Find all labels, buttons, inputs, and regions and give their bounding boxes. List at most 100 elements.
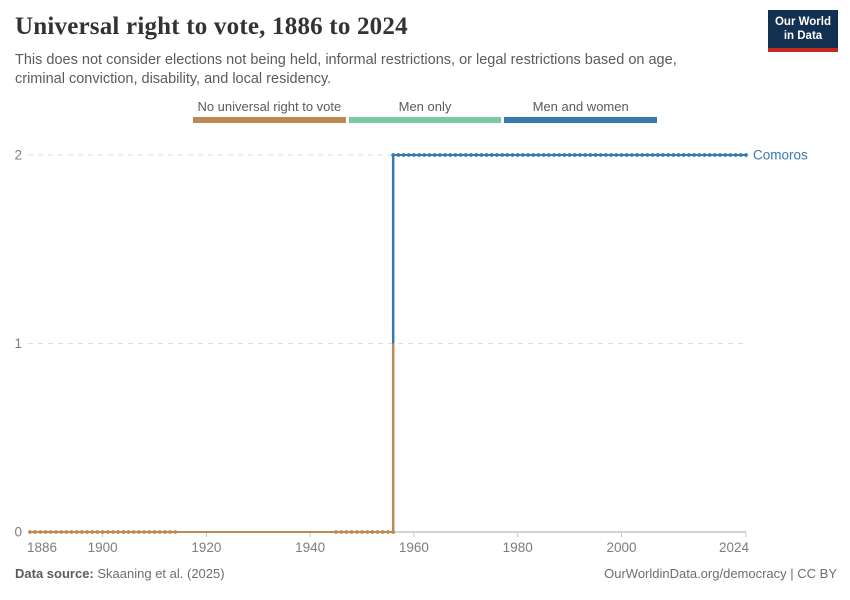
data-point	[531, 153, 536, 157]
data-point	[583, 153, 588, 157]
data-point	[671, 153, 676, 157]
data-point	[489, 153, 494, 157]
data-point	[624, 153, 629, 157]
data-point	[126, 530, 131, 534]
data-point	[349, 530, 354, 534]
data-point	[111, 530, 115, 534]
data-point	[557, 153, 562, 157]
legend-item-label: Men only	[398, 99, 452, 114]
data-point	[142, 530, 147, 534]
data-point	[380, 530, 385, 534]
data-point	[137, 530, 141, 534]
data-point	[59, 530, 64, 534]
data-point	[463, 153, 468, 157]
data-point	[604, 153, 608, 157]
data-point	[515, 153, 520, 157]
data-point	[552, 153, 556, 157]
x-tick-label: 1900	[88, 540, 118, 555]
data-point	[412, 153, 416, 157]
owid-logo-line2: in Data	[783, 30, 823, 43]
legend-item-label: No universal right to vote	[197, 99, 342, 114]
data-point	[386, 530, 390, 534]
data-point	[48, 530, 53, 534]
data-point	[629, 153, 634, 157]
data-point	[152, 530, 157, 534]
data-point	[432, 153, 437, 157]
data-source-label: Data source:	[15, 566, 94, 581]
data-point	[666, 153, 671, 157]
data-source-value: Skaaning et al. (2025)	[97, 566, 225, 581]
data-point	[391, 530, 396, 534]
data-point	[546, 153, 551, 157]
data-point	[157, 530, 162, 534]
data-point	[69, 530, 74, 534]
data-point	[360, 530, 364, 534]
data-point	[697, 153, 702, 157]
legend-item-label: Men and women	[532, 99, 629, 114]
data-point	[422, 153, 427, 157]
data-point	[43, 530, 48, 534]
legend-item-men-and-women: Men and women	[504, 99, 658, 123]
data-point	[28, 530, 32, 534]
footer-license-link[interactable]: OurWorldinData.org/democracy | CC BY	[604, 566, 837, 581]
data-point	[510, 153, 515, 157]
x-tick-label: 2000	[606, 540, 636, 555]
data-point	[635, 153, 639, 157]
x-tick-label: 1960	[399, 540, 429, 555]
data-point	[500, 153, 505, 157]
data-point	[707, 153, 712, 157]
owid-logo-accent-bar	[768, 47, 838, 52]
owid-logo[interactable]: Our World in Data	[768, 10, 838, 52]
data-point	[588, 153, 593, 157]
chart-subtitle: This does not consider elections not bei…	[15, 52, 677, 88]
data-point	[728, 153, 733, 157]
legend-color-bar	[348, 117, 502, 123]
data-point	[79, 530, 84, 534]
x-tick-label: 2024	[719, 540, 750, 555]
data-point	[33, 530, 38, 534]
x-tick-label: 1980	[503, 540, 533, 555]
data-point	[116, 530, 121, 534]
data-point	[339, 530, 344, 534]
data-point	[100, 530, 105, 534]
data-point	[645, 153, 650, 157]
data-point	[95, 530, 100, 534]
data-point	[64, 530, 69, 534]
data-point	[453, 153, 458, 157]
data-point	[121, 530, 126, 534]
data-point	[681, 153, 686, 157]
data-point	[90, 530, 95, 534]
owid-logo-line1: Our World	[774, 16, 831, 28]
data-point	[417, 153, 422, 157]
data-source: Data source: Skaaning et al. (2025)	[15, 566, 225, 581]
legend-color-bar	[504, 117, 658, 123]
data-point	[744, 153, 748, 157]
data-point	[614, 153, 619, 157]
data-point	[74, 530, 79, 534]
data-point	[406, 153, 411, 157]
x-tick-label: 1886	[27, 540, 57, 555]
data-point	[458, 153, 463, 157]
data-point	[598, 153, 603, 157]
data-point	[54, 530, 58, 534]
category-legend: No universal right to vote Men only Men …	[193, 99, 658, 123]
data-point	[712, 153, 717, 157]
data-point	[162, 530, 167, 534]
owid-logo-text: Our World in Data	[768, 10, 838, 48]
data-point	[147, 530, 152, 534]
data-point	[396, 153, 401, 157]
data-point	[495, 153, 499, 157]
y-tick-label: 1	[14, 336, 22, 351]
data-point	[640, 153, 645, 157]
legend-item-men-only: Men only	[348, 99, 502, 123]
data-point	[448, 153, 453, 157]
data-point	[733, 153, 738, 157]
data-point	[505, 153, 510, 157]
data-point	[738, 153, 743, 157]
data-point	[334, 530, 339, 534]
data-point	[131, 530, 136, 534]
data-point	[572, 153, 577, 157]
entity-label[interactable]: Comoros	[753, 148, 808, 163]
